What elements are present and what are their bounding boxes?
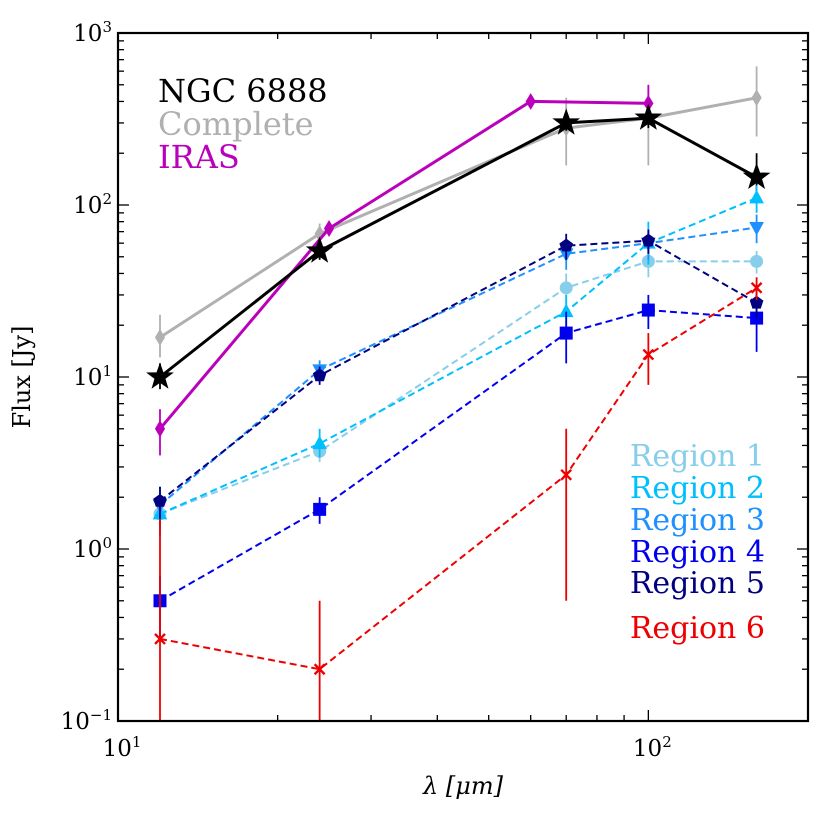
data-point	[750, 281, 763, 294]
data-point	[749, 221, 764, 236]
legend-entry-region-2: Region 2	[630, 471, 765, 506]
series-line	[158, 99, 649, 430]
y-tick-label: 103	[73, 18, 112, 47]
series-region-5	[153, 229, 764, 519]
x-tick-label: 102	[633, 733, 672, 762]
data-point	[750, 254, 764, 268]
y-tick-label-exponent: 2	[102, 190, 112, 208]
legend-entry-iras: IRAS	[158, 138, 240, 176]
legend-entry-ngc-6888: NGC 6888	[158, 72, 328, 110]
y-axis-label: Flux [Jy]	[8, 326, 36, 429]
legend-entry-region-1: Region 1	[630, 439, 765, 474]
x-tick-label-exponent: 2	[662, 733, 672, 751]
data-point	[749, 189, 764, 204]
data-point	[153, 493, 167, 507]
data-point	[313, 663, 326, 676]
legend-entry-complete: Complete	[158, 105, 314, 143]
legend-entry-region-3: Region 3	[630, 503, 765, 538]
legend-entry-region-5: Region 5	[630, 566, 765, 601]
data-point	[313, 502, 327, 516]
series-line	[159, 239, 758, 502]
y-tick-label-exponent: −1	[90, 706, 112, 724]
data-point	[154, 633, 166, 645]
data-point	[312, 435, 327, 450]
data-point	[146, 362, 174, 389]
data-point	[634, 103, 663, 130]
y-tick-label: 10−1	[61, 706, 112, 735]
data-point	[525, 92, 536, 110]
y-tick-label: 101	[73, 362, 112, 391]
data-point	[323, 220, 335, 237]
series-line	[159, 226, 757, 506]
series-iras	[154, 84, 654, 456]
plot-area	[118, 33, 808, 721]
data-point	[312, 368, 327, 382]
data-point	[641, 233, 656, 247]
data-point	[641, 303, 655, 317]
series-ngc-6888	[146, 103, 771, 390]
legend-entry-region-6: Region 6	[630, 611, 765, 646]
y-tick-label-base: 10	[73, 193, 102, 219]
legend-entry-region-4: Region 4	[630, 535, 765, 570]
y-tick-label-base: 10	[61, 709, 90, 735]
y-tick-label-exponent: 1	[102, 362, 112, 380]
data-point	[552, 108, 581, 135]
x-axis-label: λ [μm]	[422, 772, 504, 800]
x-tick-label: 101	[103, 733, 142, 762]
y-tick-label-exponent: 3	[102, 18, 112, 36]
data-point	[559, 281, 573, 295]
y-tick-label-base: 10	[73, 537, 102, 563]
x-tick-label-base: 10	[633, 736, 662, 762]
x-tick-label-base: 10	[103, 736, 132, 762]
y-tick-label-exponent: 0	[102, 534, 112, 552]
series-group	[146, 66, 771, 721]
data-point	[154, 420, 166, 438]
data-point	[560, 468, 573, 481]
y-tick-label-base: 10	[73, 21, 102, 47]
data-point	[751, 89, 762, 107]
x-tick-label-exponent: 1	[132, 733, 142, 751]
data-point	[559, 326, 573, 340]
y-tick-label-base: 10	[73, 365, 102, 391]
data-point	[305, 236, 334, 263]
plot-frame	[116, 31, 810, 723]
data-point	[742, 162, 771, 190]
data-point	[642, 348, 655, 361]
data-point	[154, 328, 166, 346]
data-point	[749, 295, 764, 309]
series-region-6	[154, 277, 763, 721]
y-tick-label: 102	[73, 190, 112, 219]
data-point	[559, 238, 573, 252]
y-tick-label: 100	[73, 534, 112, 563]
